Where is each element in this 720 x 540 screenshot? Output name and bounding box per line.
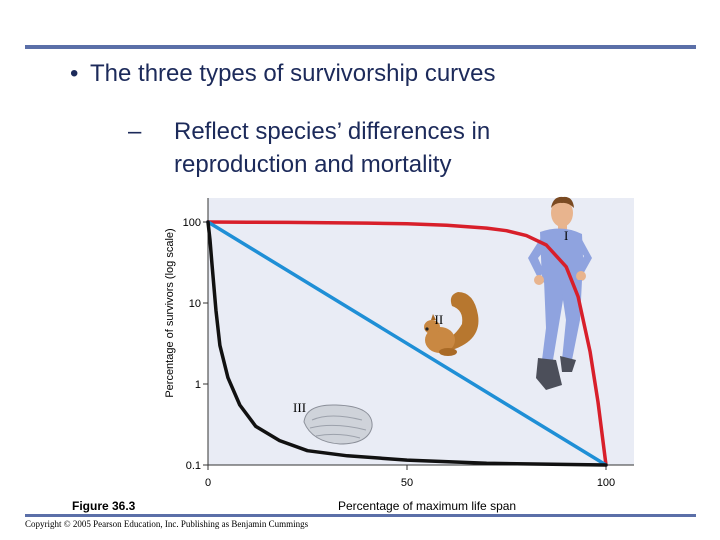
figure-label: Figure 36.3 [72,499,136,513]
y-tick-label: 1 [195,379,201,391]
series-line-0 [206,220,608,467]
x-axis-label: Percentage of maximum life span [338,499,517,513]
oyster-illustration [303,404,373,445]
y-axis-label: Percentage of survivors (log scale) [164,228,176,398]
squirrel-illustration [424,292,479,356]
series-line-1 [206,220,608,467]
bullet-marker: • [70,60,79,87]
y-tick-label: 100 [183,217,201,229]
copyright-text: Copyright © 2005 Pearson Education, Inc.… [25,519,309,529]
bullet-point: • The three types of survivorship curves [70,60,496,88]
curve-label: II [435,312,444,327]
y-tick-label: 10 [189,298,201,310]
x-tick-label: 0 [205,477,211,489]
human-illustration [528,196,592,390]
top-rule [25,45,696,49]
y-tick-label: 0.1 [186,460,201,472]
bullet-text: The three types of survivorship curves [90,60,496,87]
sub-dash: – [128,118,142,145]
series-line-2 [206,220,608,467]
curve-label: III [293,400,306,415]
sub-bullet-text: Reflect species’ differences in reproduc… [174,118,491,178]
bottom-rule [25,514,696,517]
x-tick-label: 100 [597,477,615,489]
x-tick-label: 50 [401,477,413,489]
curve-label: I [564,228,568,243]
series-layer [206,220,608,467]
